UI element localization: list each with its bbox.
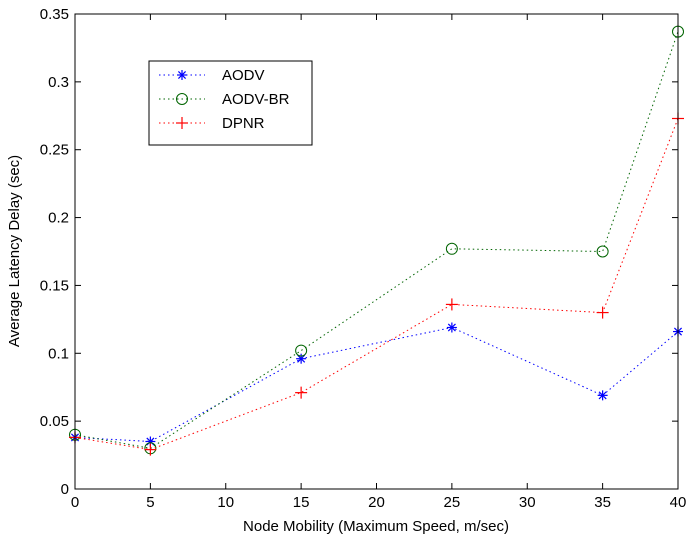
data-point-aodv-br-2-shape: [295, 344, 308, 357]
series-line-dpnr: [74, 118, 679, 451]
data-point-aodv-3-d2: [447, 323, 456, 332]
data-point-aodv-4: [597, 390, 608, 401]
legend-box: [148, 60, 313, 146]
y-tick-label: 0.2: [48, 210, 69, 227]
x-axis-label: Node Mobility (Maximum Speed, m/sec): [243, 518, 509, 535]
x-tick-label: 25: [444, 494, 461, 511]
x-tick-label: 20: [368, 494, 385, 511]
legend-marker-dpnr: [176, 117, 188, 129]
data-point-aodv-br-2: [295, 344, 308, 357]
x-tick-label: 5: [146, 494, 154, 511]
y-tick-label: 0.3: [48, 74, 69, 91]
data-point-dpnr-1: [144, 443, 157, 456]
data-point-dpnr-3: [445, 298, 458, 311]
legend-item-dpnr: DPNR: [159, 115, 265, 132]
x-tick-label: 30: [519, 494, 536, 511]
data-point-dpnr-2: [295, 386, 308, 399]
x-tick-label: 40: [670, 494, 687, 511]
data-point-aodv-2: [296, 353, 307, 364]
legend-marker-aodv-br-shape: [176, 93, 188, 105]
x-tick-label: 15: [293, 494, 310, 511]
legend-label-aodv: AODV: [222, 67, 265, 84]
data-point-aodv-br-3-shape: [445, 242, 458, 255]
y-tick-label: 0.15: [40, 277, 69, 294]
axes-layer: 0 5 10 15 20 25 30 35 40 0 0.05 0.1 0.15 0.2 0.25 0.3 0.…: [40, 6, 687, 511]
legend-item-aodv: AODV: [159, 67, 265, 84]
y-tick-label: 0.05: [40, 413, 69, 430]
x-tick-label: 0: [71, 494, 79, 511]
data-point-aodv-2-d2: [297, 354, 306, 363]
series-line-aodv-br: [74, 31, 679, 449]
data-point-aodv-3: [446, 322, 457, 333]
legend-marker-aodv: [177, 70, 187, 80]
data-point-aodv-br-3: [445, 242, 458, 255]
data-point-dpnr-4: [596, 306, 609, 319]
x-tick-label: 35: [594, 494, 611, 511]
data-point-aodv-1-d2: [146, 437, 155, 446]
legend-marker-aodv-d2: [177, 70, 187, 80]
y-axis-label: Average Latency Delay (sec): [6, 155, 23, 347]
legend: AODV AODV-BR DPNR: [148, 60, 313, 146]
data-point-aodv-br-4: [596, 245, 609, 258]
x-tick-label: 10: [217, 494, 234, 511]
y-tick-label: 0.35: [40, 6, 69, 23]
series-line-aodv: [74, 326, 679, 443]
data-point-aodv-4-d2: [598, 391, 607, 400]
data-point-aodv-br-4-shape: [596, 245, 609, 258]
legend-label-aodv-br: AODV-BR: [222, 91, 290, 108]
y-tick-label: 0.25: [40, 142, 69, 159]
legend-marker-aodv-br: [176, 93, 188, 105]
y-tick-label: 0: [61, 481, 69, 498]
legend-label-dpnr: DPNR: [222, 115, 265, 132]
legend-item-aodv-br: AODV-BR: [159, 91, 290, 108]
y-tick-label: 0.1: [48, 345, 69, 362]
